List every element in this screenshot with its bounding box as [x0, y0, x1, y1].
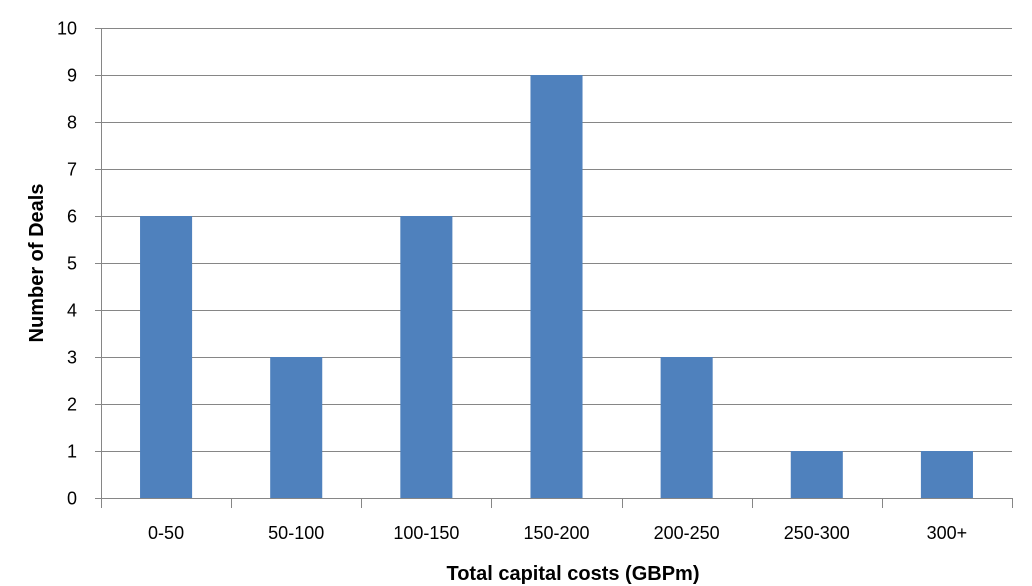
x-tick-labels: 0-50 50-100 100-150 150-200 200-250 250-300 30… — [148, 523, 967, 543]
x-tick-label: 0-50 — [148, 523, 184, 543]
x-tick-label: 250-300 — [784, 523, 850, 543]
bar-300+ — [920, 451, 973, 498]
y-tick-label: 4 — [67, 301, 77, 321]
x-axis-title: Total capital costs (GBPm) — [446, 563, 699, 585]
x-tick-label: 100-150 — [393, 523, 459, 543]
y-tick-label: 9 — [67, 66, 77, 86]
x-tick-label: 150-200 — [523, 523, 589, 543]
bar-200-250 — [660, 357, 713, 498]
bar-50-100 — [270, 357, 323, 498]
x-tick-label: 300+ — [927, 523, 968, 543]
y-tick-label: 0 — [67, 489, 77, 509]
y-tick-label: 8 — [67, 113, 77, 133]
bar-100-150 — [400, 216, 453, 498]
y-tick-label: 6 — [67, 207, 77, 227]
x-tick-label: 50-100 — [268, 523, 324, 543]
y-tick-labels: 0 1 2 3 4 5 6 7 8 9 10 — [57, 19, 77, 509]
y-tick-label: 2 — [67, 395, 77, 415]
y-tick-label: 1 — [67, 442, 77, 462]
y-axis-title: Number of Deals — [26, 184, 48, 343]
y-tick-label: 10 — [57, 19, 77, 39]
y-tick-label: 3 — [67, 348, 77, 368]
axes — [95, 28, 1013, 508]
x-tick-label: 200-250 — [654, 523, 720, 543]
bar-150-200 — [530, 75, 583, 498]
bar-0-50 — [140, 216, 193, 498]
y-tick-label: 5 — [67, 254, 77, 274]
bar-250-300 — [790, 451, 843, 498]
y-tick-label: 7 — [67, 160, 77, 180]
bars — [140, 75, 973, 498]
